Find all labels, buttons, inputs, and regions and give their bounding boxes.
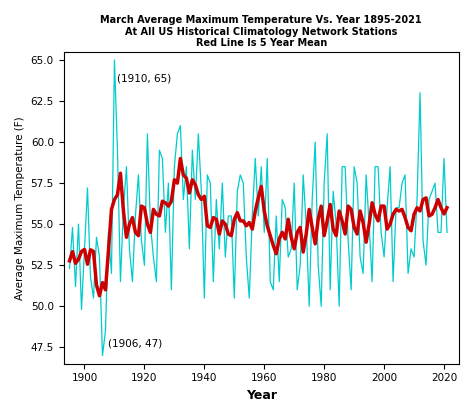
Title: March Average Maximum Temperature Vs. Year 1895-2021
At All US Historical Climat: March Average Maximum Temperature Vs. Ye… xyxy=(100,15,422,48)
X-axis label: Year: Year xyxy=(246,389,277,402)
Text: (1910, 65): (1910, 65) xyxy=(118,73,172,83)
Y-axis label: Average Maximum Temperature (F): Average Maximum Temperature (F) xyxy=(15,116,25,299)
Text: (1906, 47): (1906, 47) xyxy=(109,339,163,349)
